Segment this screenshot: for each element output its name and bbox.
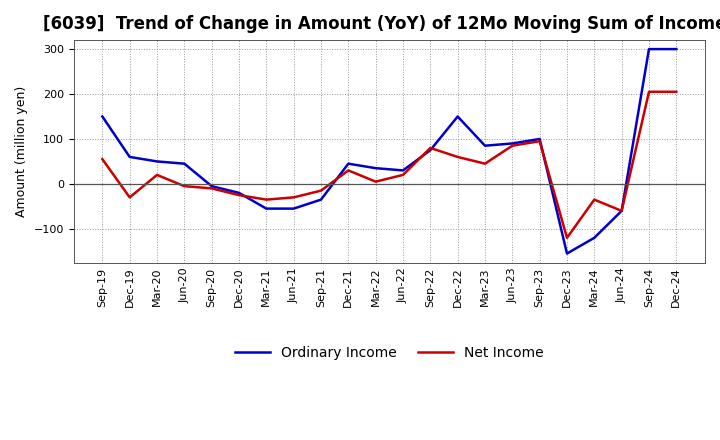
Net Income (454, 154, 462, 160)
Ordinary Income (617, 208, 626, 213)
Ordinary Income (180, 161, 189, 166)
Y-axis label: Amount (million yen): Amount (million yen) (15, 86, 28, 217)
Ordinary Income (590, 235, 598, 240)
Net Income (98, 157, 107, 162)
Ordinary Income (289, 206, 298, 211)
Ordinary Income (454, 114, 462, 119)
Net Income (481, 161, 490, 166)
Ordinary Income (481, 143, 490, 148)
Ordinary Income (262, 206, 271, 211)
Net Income (399, 172, 408, 178)
Net Income (344, 168, 353, 173)
Ordinary Income (562, 251, 571, 256)
Ordinary Income (125, 154, 134, 160)
Net Income (153, 172, 161, 178)
Net Income (372, 179, 380, 184)
Net Income (289, 195, 298, 200)
Net Income (590, 197, 598, 202)
Net Income (180, 183, 189, 189)
Ordinary Income (344, 161, 353, 166)
Net Income (426, 145, 435, 150)
Ordinary Income (536, 136, 544, 142)
Ordinary Income (153, 159, 161, 164)
Net Income (644, 89, 653, 95)
Net Income (317, 188, 325, 193)
Net Income (262, 197, 271, 202)
Ordinary Income (399, 168, 408, 173)
Line: Ordinary Income: Ordinary Income (102, 49, 676, 253)
Net Income (235, 192, 243, 198)
Ordinary Income (98, 114, 107, 119)
Line: Net Income: Net Income (102, 92, 676, 238)
Legend: Ordinary Income, Net Income: Ordinary Income, Net Income (230, 341, 549, 366)
Ordinary Income (672, 47, 680, 52)
Net Income (125, 195, 134, 200)
Title: [6039]  Trend of Change in Amount (YoY) of 12Mo Moving Sum of Incomes: [6039] Trend of Change in Amount (YoY) o… (42, 15, 720, 33)
Net Income (617, 208, 626, 213)
Ordinary Income (317, 197, 325, 202)
Ordinary Income (426, 147, 435, 153)
Ordinary Income (235, 190, 243, 195)
Net Income (536, 139, 544, 144)
Ordinary Income (207, 183, 216, 189)
Net Income (207, 186, 216, 191)
Net Income (672, 89, 680, 95)
Net Income (508, 143, 517, 148)
Ordinary Income (508, 141, 517, 146)
Ordinary Income (372, 165, 380, 171)
Net Income (562, 235, 571, 240)
Ordinary Income (644, 47, 653, 52)
